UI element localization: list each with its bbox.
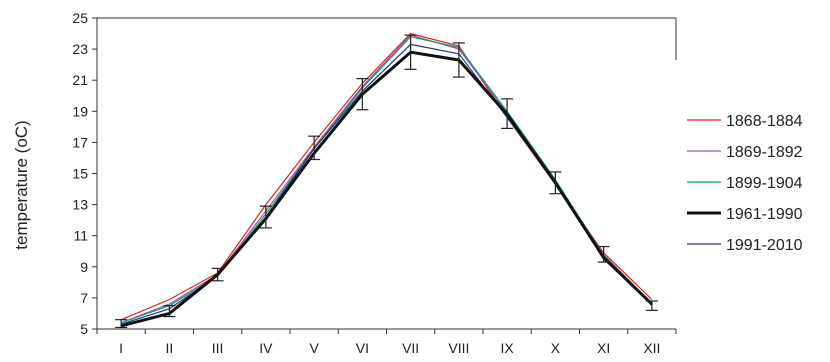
y-tick-label: 23	[72, 41, 88, 57]
y-tick-label: 21	[72, 72, 88, 88]
series-line	[120, 36, 653, 324]
x-tick-label: II	[165, 340, 173, 356]
series-line	[120, 34, 653, 324]
legend-label: 1868-1884	[726, 113, 803, 130]
x-tick-label: XII	[643, 340, 660, 356]
x-tick-label: X	[551, 340, 561, 356]
legend-label: 1899-1904	[726, 175, 803, 192]
y-tick-label: 19	[72, 103, 88, 119]
y-axis-title: temperature (oC)	[12, 120, 31, 249]
x-tick-label: XI	[597, 340, 610, 356]
y-tick-label: 9	[80, 259, 88, 275]
x-tick-label: IV	[259, 340, 273, 356]
legend-label: 1869-1892	[726, 144, 803, 161]
x-tick-label: VIII	[448, 340, 469, 356]
series-layer	[120, 32, 653, 328]
legend-label: 1961-1990	[726, 206, 803, 223]
y-tick-label: 17	[72, 134, 88, 150]
x-tick-label: IX	[501, 340, 515, 356]
x-tick-label: III	[212, 340, 224, 356]
error-bars	[115, 34, 658, 329]
y-tick-label: 11	[73, 228, 88, 244]
legend: 1868-1884 1869-1892 1899-1904 1961-1990 1991…	[687, 113, 803, 254]
x-tick-label: I	[119, 340, 123, 356]
y-tick-label: 7	[80, 290, 88, 306]
y-tick-label: 5	[80, 321, 88, 337]
y-tick-label: 25	[72, 10, 88, 26]
y-tick-label: 15	[72, 166, 88, 182]
y-tick-label: 13	[72, 197, 88, 213]
x-tick-label: VII	[402, 340, 419, 356]
x-tick-label: VI	[356, 340, 369, 356]
series-line	[120, 50, 653, 328]
series-line	[120, 32, 653, 321]
legend-label: 1991-2010	[726, 237, 803, 254]
x-tick-label: V	[309, 340, 319, 356]
